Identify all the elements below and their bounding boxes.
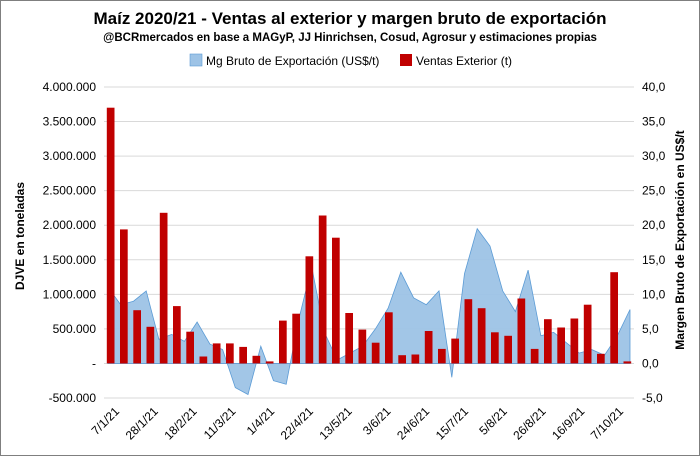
y2-tick-label: 25,0 <box>642 184 666 198</box>
sales-bar <box>186 331 194 364</box>
sales-bar <box>252 355 261 364</box>
sales-bar <box>544 319 552 364</box>
sales-bar <box>557 327 565 364</box>
y-tick-label: 2.500.000 <box>43 184 97 198</box>
sales-bar <box>398 355 406 364</box>
legend: Mg Bruto de Exportación (US$/t) Ventas E… <box>189 53 512 68</box>
y2-tick-label: 10,0 <box>642 287 666 301</box>
y2-tick-label: 40,0 <box>642 80 666 94</box>
sales-bar <box>265 361 274 364</box>
y-tick-label: 500.000 <box>53 322 97 336</box>
y-tick-label: 4.000.000 <box>43 80 97 94</box>
legend-label-margin: Mg Bruto de Exportación (US$/t) <box>206 54 379 68</box>
y2-axis-ticks: -5,0 0,0 5,0 10,0 15,0 20,0 25,0 30,0 35,0 40,0 <box>642 80 666 405</box>
y2-tick-label: 30,0 <box>642 149 666 163</box>
sales-bar <box>239 346 247 364</box>
sales-bar <box>279 320 287 364</box>
sales-bar <box>610 272 618 364</box>
sales-bar <box>159 212 168 364</box>
legend-swatch-margin <box>189 53 203 67</box>
y-tick-label: 1.000.000 <box>43 287 97 301</box>
sales-bar <box>411 354 420 364</box>
sales-bar <box>146 326 155 364</box>
y-tick-label: - <box>92 356 96 370</box>
sales-bar <box>504 335 512 364</box>
sales-bar <box>318 215 327 364</box>
sales-bar <box>451 338 459 364</box>
y-axis-ticks: -500.000-500.0001.000.0001.500.0002.000.… <box>43 80 97 405</box>
sales-bar <box>106 107 115 364</box>
y2-tick-label: 20,0 <box>642 218 666 232</box>
sales-bar <box>583 304 592 364</box>
sales-bar <box>464 299 473 364</box>
legend-label-sales: Ventas Exterior (t) <box>416 54 512 68</box>
chart-subtitle: @BCRmercados en base a MAGyP, JJ Hinrich… <box>103 32 597 44</box>
y-tick-label: 3.000.000 <box>43 149 97 163</box>
chart-title: Maíz 2020/21 - Ventas al exterior y marg… <box>93 9 606 28</box>
sales-bar <box>530 348 539 364</box>
y-tick-label: -500.000 <box>49 391 97 405</box>
bar-layer <box>106 107 632 364</box>
sales-bar <box>226 343 234 364</box>
y2-tick-label: 5,0 <box>642 322 659 336</box>
legend-swatch-sales <box>400 54 412 66</box>
sales-bar <box>438 348 446 364</box>
sales-bar <box>358 329 367 364</box>
y2-axis-title: Margen Bruto de Exportación en US$/t <box>673 130 687 349</box>
y2-tick-label: 15,0 <box>642 253 666 267</box>
sales-bar <box>212 343 221 364</box>
sales-bar <box>332 237 340 364</box>
y2-tick-label: 35,0 <box>642 115 666 129</box>
y-axis-title: DJVE en toneladas <box>13 182 27 290</box>
sales-bar <box>623 361 632 364</box>
sales-bar <box>120 229 128 364</box>
y2-tick-label: 0,0 <box>642 356 659 370</box>
sales-bar <box>133 310 141 364</box>
sales-bar <box>173 306 181 364</box>
sales-bar <box>199 356 208 364</box>
sales-bar <box>424 331 433 364</box>
sales-bar <box>477 308 486 364</box>
sales-bar <box>385 312 393 364</box>
sales-bar <box>597 353 605 364</box>
sales-bar <box>345 313 353 364</box>
sales-bar <box>570 318 579 364</box>
y2-tick-label: -5,0 <box>642 391 663 405</box>
y-tick-label: 2.000.000 <box>43 218 97 232</box>
sales-bar <box>305 256 314 364</box>
y-tick-label: 3.500.000 <box>43 115 97 129</box>
y-tick-label: 1.500.000 <box>43 253 97 267</box>
sales-bar <box>371 342 380 364</box>
sales-bar <box>517 298 526 364</box>
sales-bar <box>491 332 499 364</box>
sales-bar <box>292 313 300 364</box>
